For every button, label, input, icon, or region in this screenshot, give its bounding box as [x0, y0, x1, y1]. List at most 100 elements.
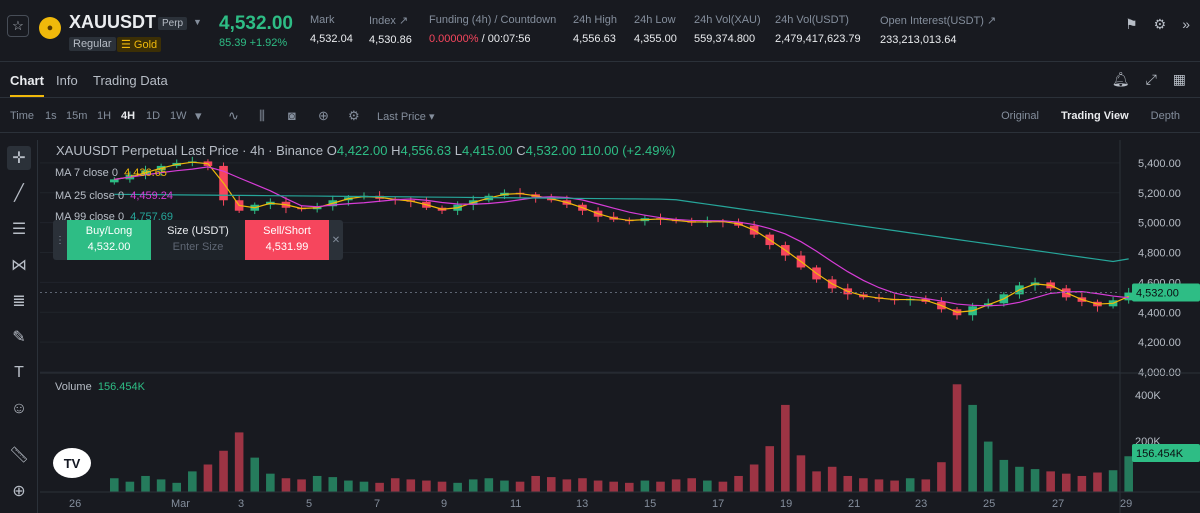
- y-tick-label: 5,000.00: [1138, 218, 1181, 230]
- interval-1h[interactable]: 1H: [97, 110, 112, 122]
- fullscreen-icon[interactable]: ⤢: [1145, 71, 1157, 87]
- ma7-label: MA 7 close 0: [55, 167, 118, 179]
- volume-bar: [640, 480, 650, 492]
- volume-bar: [1124, 456, 1133, 492]
- volume-legend: Volume 156.454K: [55, 381, 145, 393]
- stat-label: 24h Vol(XAU): [694, 14, 761, 26]
- volume-bar: [1046, 471, 1055, 492]
- countdown: / 00:07:56: [478, 33, 531, 45]
- zoom-in-icon[interactable]: ⊕: [12, 483, 26, 500]
- buy-long-button[interactable]: Buy/Long 4,532.00: [67, 220, 151, 260]
- stat-24h-low: 24h Low 4,355.00: [634, 14, 677, 45]
- stat-label: 24h Vol(USDT): [775, 14, 849, 26]
- top-header: ☆ ● XAUUSDT Perp ▼ Regular ☰ Gold 4,532.…: [0, 0, 1200, 62]
- symbol-dropdown-icon[interactable]: ▼: [193, 17, 202, 27]
- size-input[interactable]: Size (USDT) Enter Size: [151, 220, 245, 260]
- ruler-icon[interactable]: 📏︎: [8, 447, 30, 464]
- volume-bar: [500, 480, 509, 492]
- volume-bar: [110, 478, 119, 492]
- x-tick-label: 7: [374, 498, 380, 510]
- fib-icon[interactable]: ≣: [12, 293, 26, 310]
- add-indicator-icon[interactable]: ⊕: [318, 108, 329, 123]
- tradingview-logo: TV: [53, 448, 91, 478]
- candle-type-icon[interactable]: ⫼: [259, 108, 265, 123]
- size-label: Size (USDT): [167, 225, 229, 237]
- volume-bar: [1093, 472, 1102, 492]
- volume-bar: [687, 478, 697, 492]
- settings-icon[interactable]: ⚙: [348, 108, 360, 123]
- x-tick-label: 27: [1052, 498, 1064, 510]
- volume-bar: [515, 481, 525, 492]
- x-tick-label: 15: [644, 498, 656, 510]
- volume-bar: [453, 482, 462, 492]
- interval-4h[interactable]: 4H: [121, 110, 136, 122]
- volume-bar: [531, 475, 540, 492]
- crosshair-icon[interactable]: ✛: [7, 146, 31, 170]
- stat-open-interest[interactable]: Open Interest(USDT) ↗ 233,213,013.64: [880, 14, 996, 46]
- stat-label: 24h Low: [634, 14, 676, 26]
- tab-info[interactable]: Info: [56, 73, 78, 88]
- price-chart[interactable]: 5,400.005,200.005,000.004,800.004,600.00…: [40, 140, 1200, 513]
- volume-bar: [281, 478, 291, 492]
- volume-bar: [656, 481, 665, 492]
- pattern-icon[interactable]: ⋈: [11, 257, 27, 274]
- volume-bar: [156, 479, 166, 492]
- legend-change: 110.00 (+2.49%): [579, 143, 676, 158]
- volume-bar: [344, 480, 353, 492]
- indicator-icon[interactable]: ∿: [228, 108, 239, 123]
- interval-dropdown-icon[interactable]: ▾: [195, 108, 202, 123]
- tab-trading-data[interactable]: Trading Data: [93, 73, 168, 88]
- layout-grid-icon[interactable]: ▦: [1172, 71, 1186, 87]
- stat-index[interactable]: Index ↗ 4,530.86: [369, 14, 412, 46]
- symbol-name[interactable]: XAUUSDT: [69, 12, 157, 32]
- alert-bell-icon[interactable]: 🔔︎: [1111, 71, 1130, 87]
- close-icon[interactable]: ✕: [331, 234, 341, 246]
- flag-icon[interactable]: ⚑: [1125, 16, 1138, 32]
- interval-1d[interactable]: 1D: [146, 110, 161, 122]
- settings-icon[interactable]: ⚙: [1153, 16, 1167, 32]
- interval-time[interactable]: Time: [10, 110, 35, 122]
- y-tick-label: 4,200.00: [1138, 337, 1181, 349]
- view-trading-view[interactable]: Trading View: [1060, 110, 1129, 122]
- price-type-select[interactable]: Last Price ▾: [377, 111, 435, 123]
- interval-1w[interactable]: 1W: [170, 110, 187, 122]
- volume-bar: [765, 446, 775, 492]
- view-original[interactable]: Original: [1001, 110, 1039, 122]
- text-icon[interactable]: T: [14, 364, 24, 381]
- trend-line-icon[interactable]: ╱: [14, 185, 24, 202]
- view-depth[interactable]: Depth: [1150, 110, 1180, 122]
- interval-15m[interactable]: 15m: [66, 110, 88, 122]
- brush-icon[interactable]: ✎: [12, 329, 26, 346]
- volume-bar: [921, 479, 931, 492]
- ma7-line: [114, 161, 1129, 313]
- camera-icon[interactable]: ◙: [288, 108, 296, 123]
- sell-short-button[interactable]: Sell/Short 4,531.99: [245, 220, 329, 260]
- drawing-toolbar: ✛ ╱ ☰ ⋈ ≣ ✎ T ☺ 📏︎ ⊕: [0, 140, 38, 513]
- y-tick-label: 5,200.00: [1138, 188, 1181, 200]
- drag-handle-icon[interactable]: ⋮: [55, 234, 65, 246]
- expand-icon[interactable]: »: [1182, 16, 1190, 32]
- favorite-star-icon[interactable]: ☆: [7, 15, 29, 37]
- funding-rate: 0.00000%: [429, 33, 479, 45]
- volume-bar: [188, 471, 197, 492]
- y-tick-label: 5,400.00: [1138, 158, 1181, 170]
- volume-bar: [125, 481, 135, 492]
- x-tick-label: 17: [712, 498, 724, 510]
- horizontal-lines-icon[interactable]: ☰: [11, 221, 27, 238]
- volume-bar: [827, 466, 837, 492]
- chart-legend: XAUUSDT Perpetual Last Price · 4h · Bina…: [56, 143, 675, 158]
- tab-chart[interactable]: Chart: [10, 73, 44, 97]
- volume-bar: [734, 475, 743, 492]
- volume-bar: [983, 441, 993, 492]
- volume-bar: [234, 432, 244, 492]
- emoji-icon[interactable]: ☺: [10, 400, 28, 417]
- volume-bar: [609, 481, 618, 492]
- volume-bar: [437, 481, 447, 492]
- ma99-line: [114, 193, 1129, 263]
- volume-bar: [905, 478, 915, 492]
- volume-bar: [219, 450, 228, 492]
- volume-bar: [422, 480, 431, 492]
- interval-1s[interactable]: 1s: [45, 110, 57, 122]
- stat-mark: Mark 4,532.04: [310, 14, 353, 45]
- volume-bar: [141, 475, 150, 492]
